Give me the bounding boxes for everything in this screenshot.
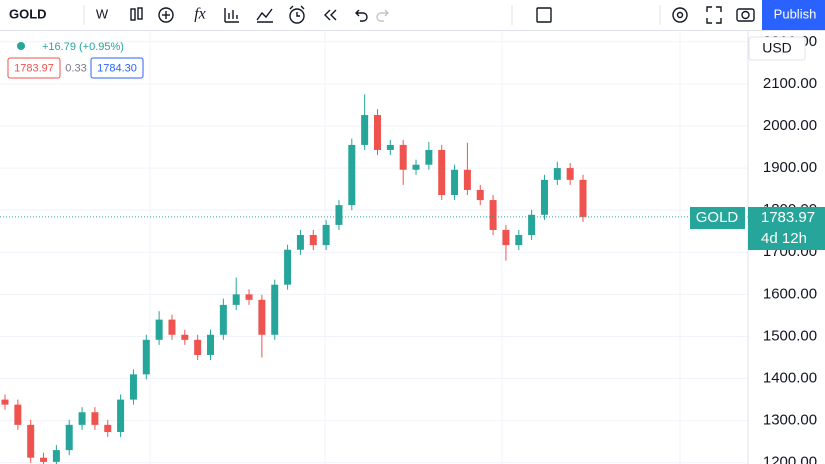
candle-body <box>232 294 240 305</box>
candle-body <box>142 339 150 375</box>
candle-body <box>52 450 60 462</box>
fullscreen-button[interactable] <box>706 6 722 24</box>
y-tick-label: 1900.00 <box>763 159 817 176</box>
candle-body <box>476 189 484 201</box>
candle-body <box>463 169 471 190</box>
grid <box>0 30 748 464</box>
candle-body <box>515 235 523 246</box>
candle-body <box>335 205 343 225</box>
y-tick-label: 1200.00 <box>763 454 817 464</box>
candle-body <box>78 412 86 425</box>
candle-body <box>540 179 548 215</box>
candle-body <box>155 319 163 340</box>
last-price: 1783.97 <box>761 209 815 226</box>
candle-body <box>181 334 189 340</box>
candle-body <box>219 304 227 335</box>
price-tag: GOLD 1783.97 4d 12h <box>690 207 825 250</box>
candle-body <box>129 374 137 400</box>
candle-body <box>412 164 420 170</box>
symbol-tag <box>690 207 745 229</box>
last-price-box <box>748 207 825 250</box>
change: +16.79 (+0.95%) <box>42 41 124 53</box>
snapshot-button[interactable] <box>736 8 755 22</box>
settings-button[interactable] <box>672 7 688 23</box>
candle-body <box>207 334 215 355</box>
publish-label[interactable]: Publish <box>774 6 817 21</box>
alert-button[interactable] <box>289 5 305 24</box>
candle-body <box>194 339 202 355</box>
candle-body <box>168 319 176 335</box>
candle-body <box>489 200 497 230</box>
candle-body <box>284 249 292 285</box>
candle-body <box>104 424 112 433</box>
redo-button[interactable] <box>376 9 389 22</box>
candle-body <box>502 229 510 246</box>
compare-button[interactable] <box>256 8 273 23</box>
currency-box[interactable] <box>748 36 806 61</box>
candle-body <box>271 284 279 335</box>
candle-body <box>425 149 433 165</box>
layout-button[interactable] <box>536 7 552 23</box>
candle-body <box>91 412 99 425</box>
candle-body <box>296 235 304 250</box>
candle-body <box>579 179 587 217</box>
candle-body <box>373 115 381 150</box>
candle-body <box>361 115 369 145</box>
y-tick-label: 1400.00 <box>763 370 817 387</box>
interval[interactable]: W <box>96 6 109 21</box>
candle-body <box>528 214 536 236</box>
undo-button[interactable] <box>355 9 368 22</box>
candle-body <box>245 294 253 300</box>
candle-body <box>566 168 574 180</box>
symbol[interactable]: GOLD <box>9 6 47 21</box>
y-tick-label: 2000.00 <box>763 117 817 134</box>
candle-body <box>258 299 266 335</box>
candle-body <box>386 144 394 150</box>
chart-type-button[interactable] <box>130 7 143 21</box>
sell-box[interactable] <box>7 57 61 79</box>
indicators-button[interactable] <box>158 7 174 23</box>
candle-body <box>1 399 9 405</box>
fx-button[interactable]: fx <box>194 6 206 23</box>
bar-countdown: 4d 12h <box>761 230 807 247</box>
y-tick-label: 1600.00 <box>763 285 817 302</box>
toolbar <box>0 0 825 30</box>
buy-price[interactable]: 1784.30 <box>97 62 137 74</box>
candle-body <box>309 235 317 246</box>
candle-body <box>553 168 561 180</box>
candle-body <box>451 169 459 196</box>
candle-body <box>322 224 330 246</box>
candle-body <box>14 404 22 425</box>
sell-price[interactable]: 1783.97 <box>14 62 54 74</box>
symbol-tag-text: GOLD <box>696 209 739 226</box>
y-tick-label: 1300.00 <box>763 412 817 429</box>
status-dot <box>17 42 25 50</box>
candles <box>0 94 748 464</box>
candle-body <box>399 144 407 170</box>
spread: 0.33 <box>65 62 86 74</box>
candle-body <box>438 149 446 196</box>
currency[interactable]: USD <box>762 40 792 56</box>
y-tick-label: 1500.00 <box>763 327 817 344</box>
y-tick-label: 2100.00 <box>763 75 817 92</box>
candle-body <box>65 424 73 451</box>
candle-body <box>40 457 48 462</box>
templates-button[interactable] <box>224 8 239 23</box>
candle-body <box>348 144 356 206</box>
publish-button[interactable] <box>762 0 825 30</box>
replay-button[interactable] <box>324 9 337 21</box>
candle-body <box>27 424 35 458</box>
candle-body <box>117 399 125 433</box>
buy-box[interactable] <box>90 57 144 79</box>
